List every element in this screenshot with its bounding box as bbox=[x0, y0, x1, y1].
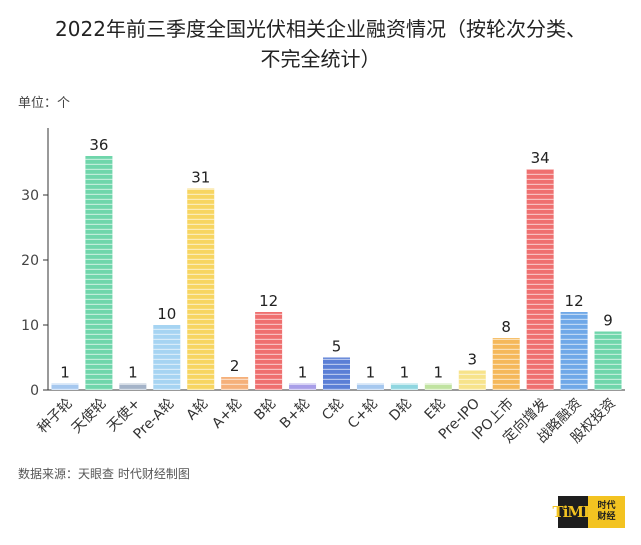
bar-texture bbox=[85, 156, 113, 390]
bar-texture bbox=[187, 188, 215, 390]
category-label: E轮 bbox=[422, 396, 449, 423]
category-label: C+轮 bbox=[345, 396, 381, 432]
bar-texture bbox=[289, 383, 317, 390]
category-label: 天使轮 bbox=[68, 395, 110, 437]
chart-title-line-1: 2022年前三季度全国光伏相关企业融资情况（按轮次分类、 bbox=[55, 17, 586, 41]
bar-texture bbox=[424, 383, 452, 390]
bar-texture bbox=[221, 377, 249, 390]
category-label: A轮 bbox=[184, 396, 212, 424]
bar-texture bbox=[356, 383, 384, 390]
bar-texture bbox=[153, 325, 181, 390]
y-tick-label: 10 bbox=[21, 318, 39, 334]
data-label: 1 bbox=[434, 364, 444, 382]
data-label: 10 bbox=[157, 305, 176, 323]
data-label: 9 bbox=[603, 312, 613, 330]
category-label: B+轮 bbox=[277, 396, 313, 432]
chart-title-line-2: 不完全统计） bbox=[260, 47, 381, 71]
data-label: 34 bbox=[531, 149, 550, 167]
data-label: 31 bbox=[191, 169, 210, 187]
bar-texture bbox=[390, 383, 418, 390]
logo-mark: TiME bbox=[552, 503, 595, 521]
bar-texture bbox=[458, 370, 486, 390]
category-label: A+轮 bbox=[209, 396, 245, 432]
data-label: 12 bbox=[565, 292, 584, 310]
data-label: 1 bbox=[298, 364, 308, 382]
data-label: 12 bbox=[259, 292, 278, 310]
bar-texture bbox=[51, 383, 79, 390]
unit-label: 单位：个 bbox=[18, 96, 71, 111]
source-note: 数据来源：天眼查 时代财经制图 bbox=[18, 467, 190, 481]
chart-title: 2022年前三季度全国光伏相关企业融资情况（按轮次分类、 不完全统计） bbox=[0, 14, 641, 74]
bar-texture bbox=[526, 169, 554, 390]
bar-texture bbox=[255, 312, 283, 390]
data-label: 1 bbox=[128, 364, 138, 382]
y-tick-label: 0 bbox=[30, 383, 39, 399]
bar-texture bbox=[560, 312, 588, 390]
data-label: 36 bbox=[89, 136, 108, 154]
data-label: 3 bbox=[467, 351, 477, 369]
brand-logo: TiME 时代 财经 bbox=[552, 496, 625, 528]
data-label: 1 bbox=[400, 364, 410, 382]
logo-text: 时代 财经 bbox=[588, 496, 625, 528]
category-label: 种子轮 bbox=[35, 396, 76, 437]
bar-texture bbox=[594, 331, 622, 390]
y-tick-label: 30 bbox=[21, 188, 39, 204]
category-label: B轮 bbox=[251, 396, 279, 424]
y-tick-label: 20 bbox=[21, 253, 39, 269]
bar-texture bbox=[492, 338, 520, 390]
data-label: 8 bbox=[501, 318, 511, 336]
data-label: 5 bbox=[332, 338, 342, 356]
data-label: 2 bbox=[230, 357, 240, 375]
category-label: C轮 bbox=[319, 396, 347, 424]
bar-texture bbox=[323, 357, 350, 390]
category-label: D轮 bbox=[386, 396, 415, 425]
data-label: 1 bbox=[366, 364, 376, 382]
data-label: 1 bbox=[60, 364, 70, 382]
bar-texture bbox=[119, 383, 147, 390]
